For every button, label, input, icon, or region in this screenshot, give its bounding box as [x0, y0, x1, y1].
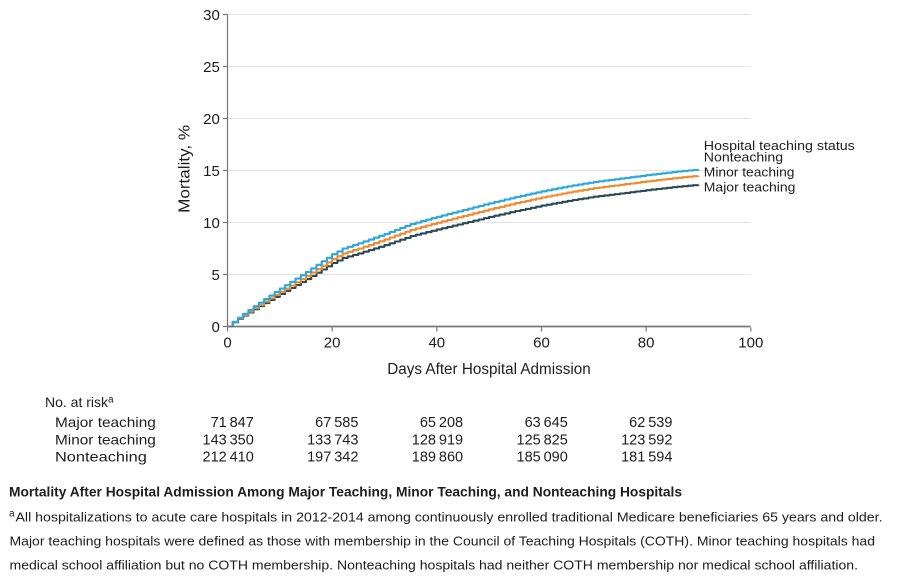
svg-text:62 539: 62 539: [629, 415, 672, 431]
svg-text:71 847: 71 847: [211, 415, 254, 431]
svg-text:100: 100: [738, 335, 763, 352]
svg-text:Hospital teaching status: Hospital teaching status: [704, 138, 855, 153]
svg-text:0: 0: [211, 319, 219, 336]
svg-text:Minor teaching: Minor teaching: [55, 431, 156, 447]
svg-text:181 594: 181 594: [621, 450, 672, 466]
svg-text:197 342: 197 342: [307, 450, 358, 466]
svg-text:All hospitalizations to acute: All hospitalizations to acute care hospi…: [16, 510, 883, 525]
svg-text:20: 20: [324, 335, 341, 352]
svg-text:No. at riska: No. at riska: [45, 394, 114, 410]
svg-text:185 090: 185 090: [517, 450, 568, 466]
svg-text:Mortality After Hospital Admis: Mortality After Hospital Admission Among…: [9, 484, 682, 499]
svg-text:123 592: 123 592: [621, 432, 672, 448]
svg-text:0: 0: [223, 335, 231, 352]
svg-text:10: 10: [203, 215, 220, 232]
svg-text:Nonteaching: Nonteaching: [55, 449, 147, 465]
svg-text:125 825: 125 825: [517, 432, 568, 448]
svg-text:80: 80: [638, 335, 655, 352]
svg-text:128 919: 128 919: [412, 432, 463, 448]
svg-text:212 410: 212 410: [203, 450, 254, 466]
svg-text:Major teaching: Major teaching: [704, 180, 796, 195]
svg-text:a: a: [9, 509, 15, 520]
svg-text:30: 30: [203, 7, 220, 24]
svg-text:20: 20: [203, 111, 220, 128]
svg-text:25: 25: [203, 59, 220, 76]
svg-text:Days After Hospital Admission: Days After Hospital Admission: [387, 361, 591, 378]
svg-text:15: 15: [203, 163, 220, 180]
svg-text:5: 5: [211, 267, 219, 284]
svg-text:40: 40: [428, 335, 445, 352]
svg-text:133 743: 133 743: [307, 432, 358, 448]
svg-text:Minor teaching: Minor teaching: [704, 165, 795, 180]
svg-text:67 585: 67 585: [315, 415, 358, 431]
svg-text:65 208: 65 208: [420, 415, 463, 431]
svg-text:63 645: 63 645: [525, 415, 568, 431]
svg-text:189 860: 189 860: [412, 450, 463, 466]
svg-text:Major teaching hospitals were: Major teaching hospitals were defined as…: [10, 534, 876, 549]
svg-text:Mortality, %: Mortality, %: [177, 125, 194, 213]
svg-text:Major teaching: Major teaching: [55, 414, 156, 430]
svg-text:medical school affiliation but: medical school affiliation but no COTH m…: [10, 558, 859, 573]
svg-text:143 350: 143 350: [203, 432, 254, 448]
svg-text:60: 60: [533, 335, 550, 352]
svg-text:Nonteaching: Nonteaching: [704, 150, 783, 165]
